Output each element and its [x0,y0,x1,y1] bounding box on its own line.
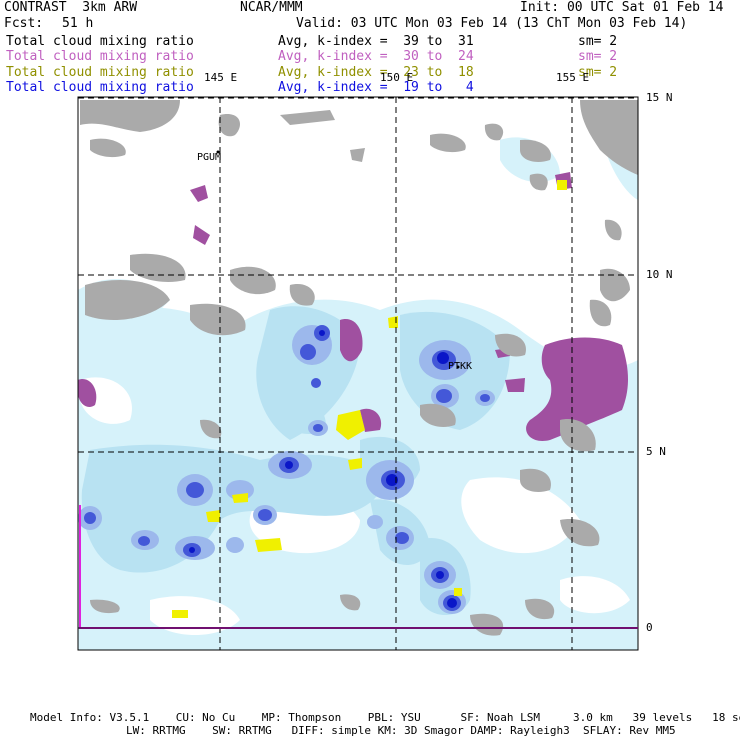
footer-physics-info: LW: RRTMG SW: RRTMG DIFF: simple KM: 3D … [126,724,676,737]
deep-blue-clouds [189,330,457,608]
legend-name-2: Total cloud mixing ratio [6,49,194,64]
clear-areas [80,377,630,635]
map-field [78,100,638,650]
fcst-hours: 51 h [62,16,94,31]
lat-label-10n: 10 N [646,268,673,281]
model-title: CONTRAST 3km ARW [4,0,138,15]
lat-lon-grid [78,97,638,650]
ptkk-marker [456,365,460,369]
map-frame [77,96,639,651]
valid-time: Valid: 03 UTC Mon 03 Feb 14 (13 ChT Mon … [296,16,688,31]
legend-range-1: Avg, k-index = 39 to 31 [278,34,474,49]
station-label-ptkk: PTKK [448,361,473,372]
legend-name-3: Total cloud mixing ratio [6,65,194,80]
fcst-label: Fcst: [4,16,44,31]
legend-range-2: Avg, k-index = 30 to 24 [278,49,474,64]
legend-sm-3: sm= 2 [578,65,618,80]
legend-range-3: Avg, k-index = 23 to 18 [278,65,474,80]
station-markers [216,150,460,369]
init-time: Init: 00 UTC Sat 01 Feb 14 [520,0,724,15]
purple-clouds [78,172,628,441]
org-label: NCAR/MMM [240,0,303,15]
yellow-clouds [172,180,567,618]
legend-name-4: Total cloud mixing ratio [6,80,194,95]
lat-label-5n: 5 N [646,445,666,458]
lon-label-150: 150 E [380,71,414,84]
legend-name-1: Total cloud mixing ratio [6,34,194,49]
station-label-pgum: PGUM [197,152,222,163]
legend-sm-1: sm= 2 [578,34,618,49]
legend-range-4: Avg, k-index = 19 to 4 [278,80,474,95]
lat-label-0: 0 [646,621,653,634]
lon-label-145: 145 E [204,71,238,84]
legend-sm-2: sm= 2 [578,49,618,64]
lon-label-155: 155 E [556,71,590,84]
lat-label-15n: 15 N [646,91,673,104]
pgum-marker [216,150,220,154]
footer-model-info: Model Info: V3.5.1 CU: No Cu MP: Thompso… [30,711,740,724]
